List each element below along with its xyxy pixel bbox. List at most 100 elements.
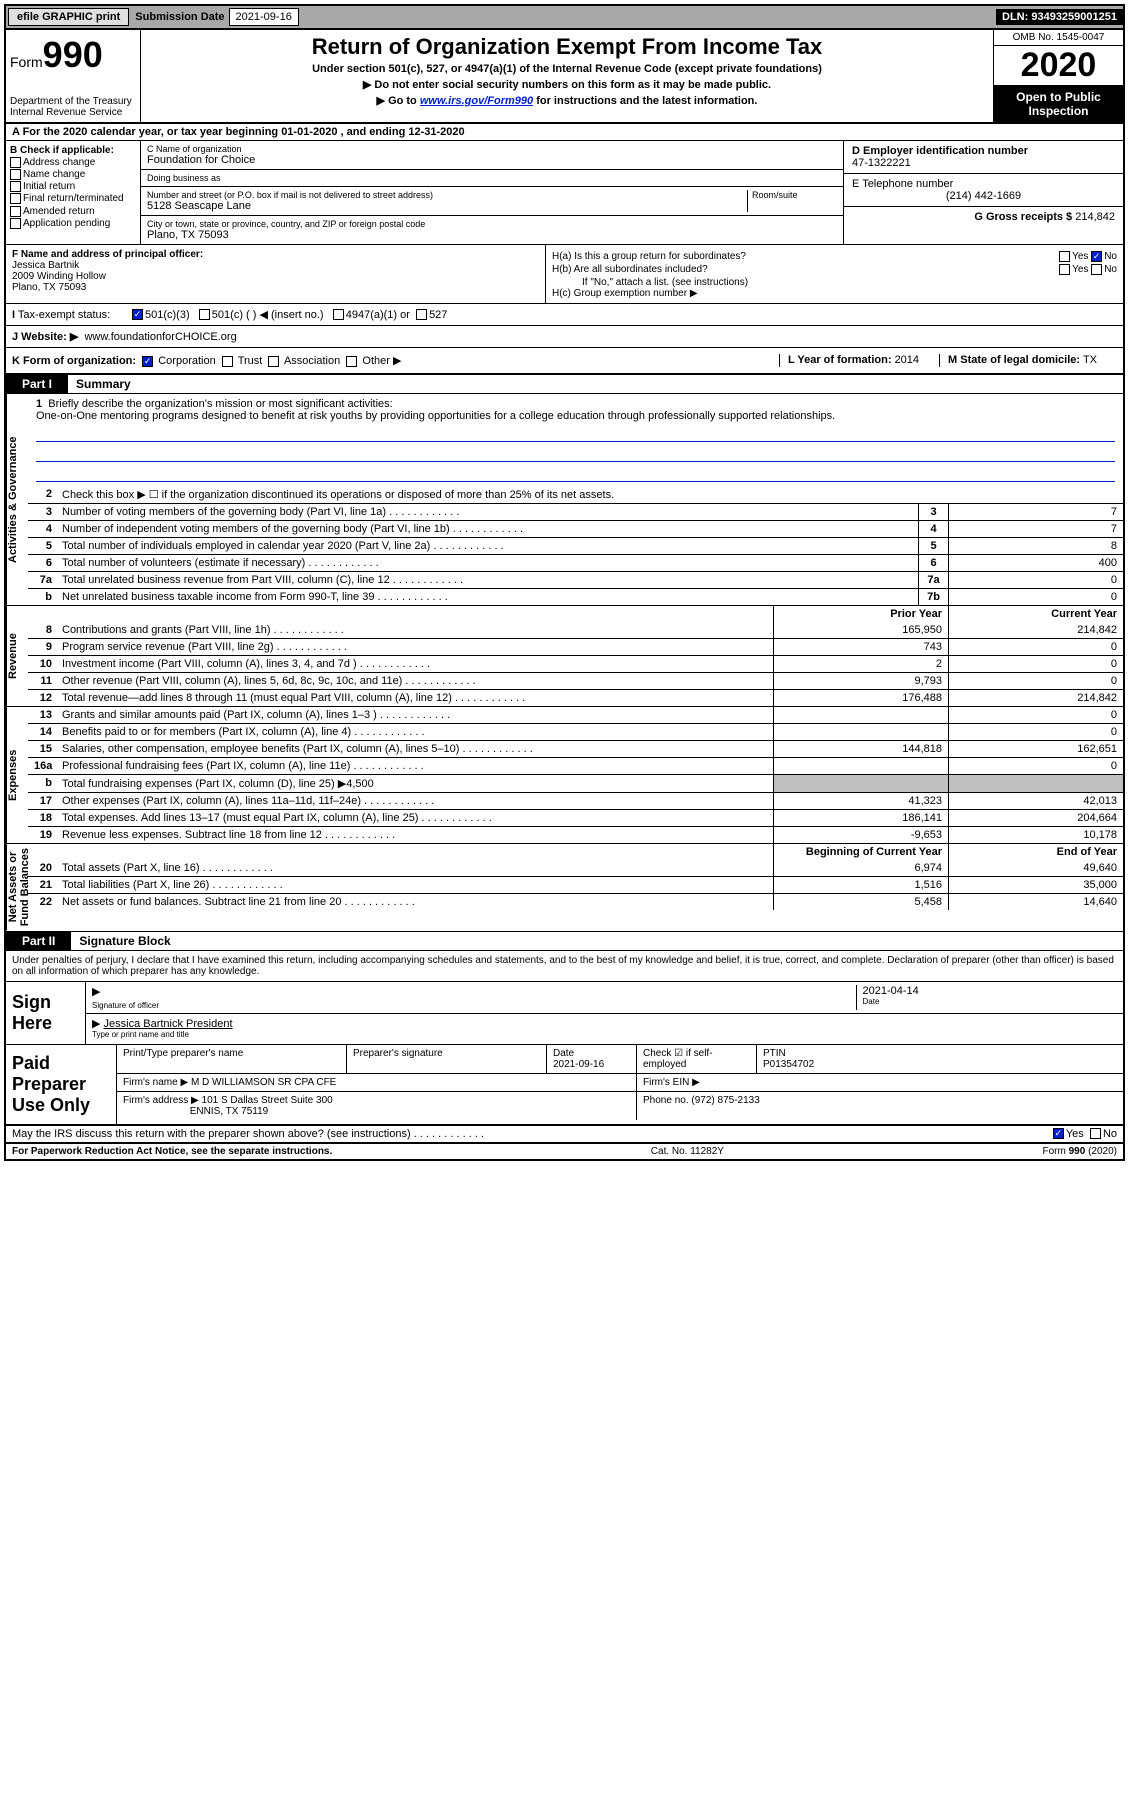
chk-pending[interactable]: Application pending [10, 218, 136, 229]
field-org-name: C Name of organization Foundation for Ch… [141, 141, 843, 170]
summary-line: 10Investment income (Part VIII, column (… [28, 655, 1123, 672]
street-address: 5128 Seascape Lane [147, 200, 747, 212]
footer-left: For Paperwork Reduction Act Notice, see … [12, 1146, 332, 1157]
ha-no[interactable] [1091, 251, 1102, 262]
sign-date: 2021-04-14 [863, 985, 1118, 997]
na-header-row: Beginning of Current Year End of Year [28, 844, 1123, 860]
prep-sig-label: Preparer's signature [347, 1045, 547, 1073]
firm-addr1: 101 S Dallas Street Suite 300 [202, 1095, 333, 1106]
summary-line: 22Net assets or fund balances. Subtract … [28, 893, 1123, 910]
irs-link[interactable]: www.irs.gov/Form990 [420, 95, 533, 107]
chk-527[interactable] [416, 309, 427, 320]
city-state-zip: Plano, TX 75093 [147, 229, 837, 241]
prep-self-employed[interactable]: Check ☑ if self-employed [637, 1045, 757, 1073]
ein: 47-1322221 [852, 157, 1115, 169]
h-b: H(b) Are all subordinates included? [552, 264, 708, 275]
mission-text: One-on-One mentoring programs designed t… [36, 410, 835, 422]
chk-amended[interactable]: Amended return [10, 206, 136, 217]
top-toolbar: efile GRAPHIC print Submission Date 2021… [6, 6, 1123, 30]
section-f-h: F Name and address of principal officer:… [6, 245, 1123, 304]
form-title: Return of Organization Exempt From Incom… [145, 34, 989, 60]
tab-governance: Activities & Governance [6, 394, 28, 605]
chk-final[interactable]: Final return/terminated [10, 193, 136, 204]
paid-preparer-block: Paid Preparer Use Only Print/Type prepar… [6, 1045, 1123, 1126]
sign-here-block: Sign Here ▶Signature of officer 2021-04-… [6, 982, 1123, 1045]
prep-name-label: Print/Type preparer's name [117, 1045, 347, 1073]
end-year-header: End of Year [948, 844, 1123, 860]
chk-other[interactable] [346, 356, 357, 367]
chk-corp[interactable] [142, 356, 153, 367]
summary-net-assets: Net Assets or Fund Balances Beginning of… [6, 844, 1123, 931]
officer-addr2: Plano, TX 75093 [12, 282, 86, 293]
summary-line: 7aTotal unrelated business revenue from … [28, 571, 1123, 588]
tab-expenses: Expenses [6, 707, 28, 843]
submission-label: Submission Date [131, 11, 228, 23]
officer-name: Jessica Bartnik [12, 260, 79, 271]
col-d-ein-tel: D Employer identification number 47-1322… [843, 141, 1123, 244]
col-f-officer: F Name and address of principal officer:… [6, 245, 546, 303]
chk-address[interactable]: Address change [10, 157, 136, 168]
sign-here-label: Sign Here [6, 982, 86, 1044]
summary-line: 4Number of independent voting members of… [28, 520, 1123, 537]
summary-line: bTotal fundraising expenses (Part IX, co… [28, 774, 1123, 792]
summary-line: 5Total number of individuals employed in… [28, 537, 1123, 554]
open-public: Open to Public Inspection [994, 86, 1123, 122]
h-note: If "No," attach a list. (see instruction… [552, 277, 1117, 288]
summary-line: 6Total number of volunteers (estimate if… [28, 554, 1123, 571]
firm-phone: (972) 875-2133 [691, 1095, 759, 1106]
chk-initial[interactable]: Initial return [10, 181, 136, 192]
officer-signature-name: Jessica Bartnick President [104, 1018, 233, 1030]
subtitle-3: Go to www.irs.gov/Form990 for instructio… [145, 94, 989, 107]
subtitle-1: Under section 501(c), 527, or 4947(a)(1)… [145, 63, 989, 75]
summary-line: 2Check this box ▶ ☐ if the organization … [28, 486, 1123, 503]
col-b-label: B Check if applicable: [10, 145, 136, 156]
discuss-row: May the IRS discuss this return with the… [6, 1126, 1123, 1144]
summary-line: 20Total assets (Part X, line 16)6,97449,… [28, 860, 1123, 876]
discuss-yes[interactable] [1053, 1128, 1064, 1139]
part-ii-header: Part IISignature Block [6, 932, 1123, 951]
chk-assoc[interactable] [268, 356, 279, 367]
current-year-header: Current Year [948, 606, 1123, 622]
form-prefix: Form [10, 54, 43, 70]
summary-line: 16aProfessional fundraising fees (Part I… [28, 757, 1123, 774]
efile-print-button[interactable]: efile GRAPHIC print [8, 8, 129, 26]
summary-line: 12Total revenue—add lines 8 through 11 (… [28, 689, 1123, 706]
summary-line: 18Total expenses. Add lines 13–17 (must … [28, 809, 1123, 826]
ha-yes[interactable] [1059, 251, 1070, 262]
year-formation: 2014 [895, 354, 919, 366]
beginning-year-header: Beginning of Current Year [773, 844, 948, 860]
section-b-through-g: B Check if applicable: Address change Na… [6, 141, 1123, 245]
col-c-org-info: C Name of organization Foundation for Ch… [141, 141, 843, 244]
chk-name[interactable]: Name change [10, 169, 136, 180]
prep-date: 2021-09-16 [553, 1059, 604, 1070]
summary-line: 13Grants and similar amounts paid (Part … [28, 707, 1123, 723]
chk-trust[interactable] [222, 356, 233, 367]
website-url[interactable]: www.foundationforCHOICE.org [84, 331, 236, 343]
row-k-l-m: K Form of organization: Corporation Trus… [6, 348, 1123, 375]
dept-treasury: Department of the Treasury Internal Reve… [10, 96, 136, 118]
footer-form: Form 990 (2020) [1043, 1146, 1117, 1157]
hb-no[interactable] [1091, 264, 1102, 275]
chk-4947[interactable] [333, 309, 344, 320]
form-number: 990 [43, 34, 103, 75]
hb-yes[interactable] [1059, 264, 1070, 275]
chk-501c3[interactable] [132, 309, 143, 320]
summary-expenses: Expenses 13Grants and similar amounts pa… [6, 707, 1123, 844]
paid-preparer-label: Paid Preparer Use Only [6, 1045, 116, 1124]
tax-year: 2020 [994, 46, 1123, 86]
chk-501c[interactable] [199, 309, 210, 320]
summary-line: 19Revenue less expenses. Subtract line 1… [28, 826, 1123, 843]
state-domicile: TX [1083, 354, 1097, 366]
discuss-no[interactable] [1090, 1128, 1101, 1139]
subtitle-2: Do not enter social security numbers on … [145, 78, 989, 91]
page-footer: For Paperwork Reduction Act Notice, see … [6, 1144, 1123, 1159]
ptin: P01354702 [763, 1059, 814, 1070]
h-a: H(a) Is this a group return for subordin… [552, 251, 746, 262]
form-header: Form990 Department of the Treasury Inter… [6, 30, 1123, 124]
summary-line: bNet unrelated business taxable income f… [28, 588, 1123, 605]
col-h-group: H(a) Is this a group return for subordin… [546, 245, 1123, 303]
signature-declaration: Under penalties of perjury, I declare th… [6, 951, 1123, 982]
row-i-tax-status: I Tax-exempt status: 501(c)(3) 501(c) ( … [6, 304, 1123, 326]
officer-addr1: 2009 Winding Hollow [12, 271, 106, 282]
header-center: Return of Organization Exempt From Incom… [141, 30, 993, 122]
